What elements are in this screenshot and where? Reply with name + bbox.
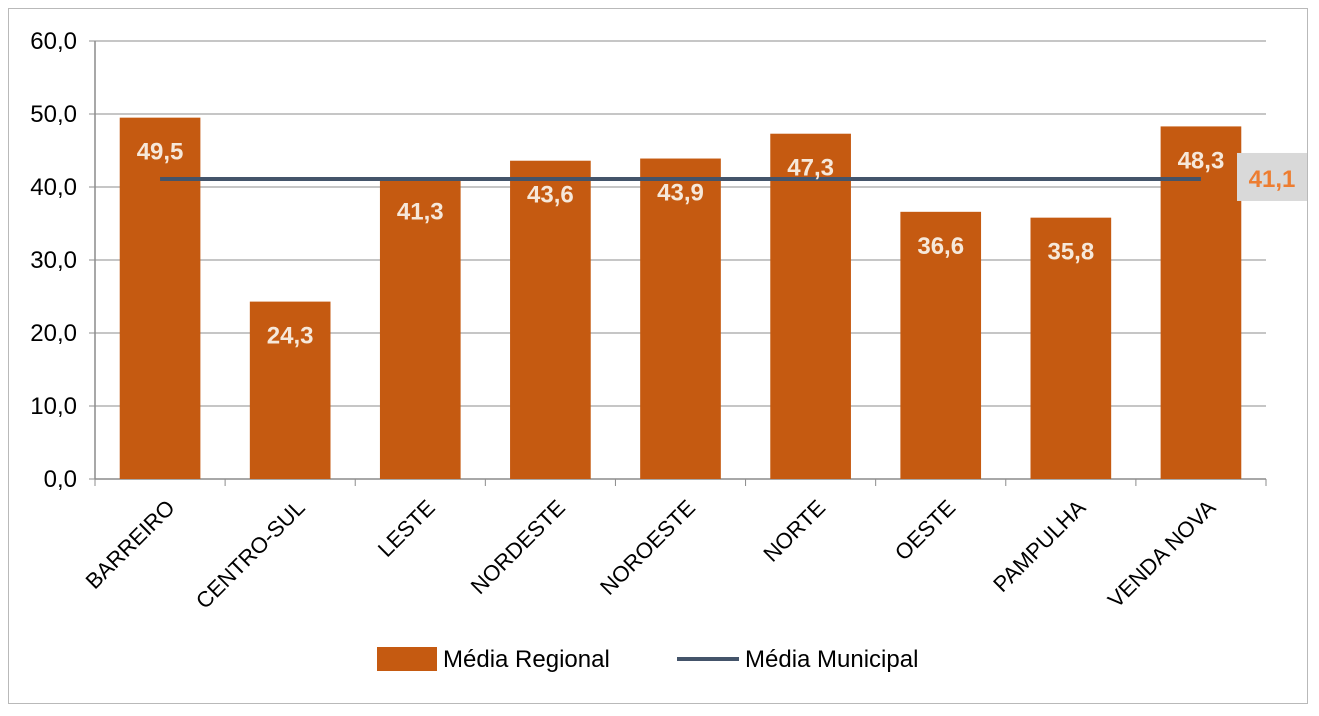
legend-label-media-municipal: Média Municipal bbox=[745, 646, 918, 673]
chart-canvas: 0,0 10,0 20,0 30,0 40,0 50,0 60,0 49,5 24,3 41,3 4… bbox=[30, 28, 1307, 673]
legend-swatch-media-regional bbox=[377, 647, 437, 671]
y-tick-label: 20,0 bbox=[30, 320, 77, 347]
category-label: NORTE bbox=[758, 495, 830, 567]
y-tick-label: 30,0 bbox=[30, 247, 77, 274]
bar-data-label: 24,3 bbox=[267, 323, 314, 350]
y-tick-label: 10,0 bbox=[30, 393, 77, 420]
bar-data-label: 48,3 bbox=[1178, 147, 1225, 174]
municipal-average-label: 41,1 bbox=[1249, 166, 1296, 193]
category-label: NORDESTE bbox=[466, 495, 570, 599]
y-tick-label: 60,0 bbox=[30, 28, 77, 55]
chart-frame: 0,0 10,0 20,0 30,0 40,0 50,0 60,0 49,5 24,3 41,3 4… bbox=[8, 8, 1308, 704]
bar bbox=[900, 211, 982, 479]
category-label: LESTE bbox=[373, 495, 440, 562]
bar-data-label: 43,9 bbox=[657, 180, 704, 207]
legend-label-media-regional: Média Regional bbox=[443, 646, 610, 673]
category-label: PAMPULHA bbox=[988, 495, 1090, 597]
bar bbox=[119, 117, 201, 480]
category-label: NOROESTE bbox=[595, 495, 700, 600]
category-label: VENDA NOVA bbox=[1103, 495, 1221, 613]
bar bbox=[640, 158, 721, 479]
y-tick-label: 40,0 bbox=[30, 174, 77, 201]
category-label: CENTRO-SUL bbox=[191, 495, 310, 614]
bar-data-label: 41,3 bbox=[397, 199, 444, 226]
bar-data-label: 36,6 bbox=[917, 233, 964, 260]
category-label: BARREIRO bbox=[81, 495, 180, 594]
bar bbox=[1160, 126, 1242, 479]
bar-data-label: 49,5 bbox=[137, 139, 184, 166]
bar-data-label: 43,6 bbox=[527, 182, 574, 209]
bar bbox=[379, 177, 461, 479]
bar bbox=[770, 133, 851, 479]
bar-data-label: 47,3 bbox=[787, 155, 834, 182]
y-tick-label: 50,0 bbox=[30, 101, 77, 128]
bar bbox=[249, 301, 331, 479]
bar-data-label: 35,8 bbox=[1047, 239, 1094, 266]
bar bbox=[510, 160, 591, 479]
bar bbox=[1030, 217, 1112, 479]
category-label: OESTE bbox=[890, 495, 960, 565]
municipal-average-label-box bbox=[1237, 152, 1307, 201]
y-tick-label: 0,0 bbox=[44, 466, 77, 493]
